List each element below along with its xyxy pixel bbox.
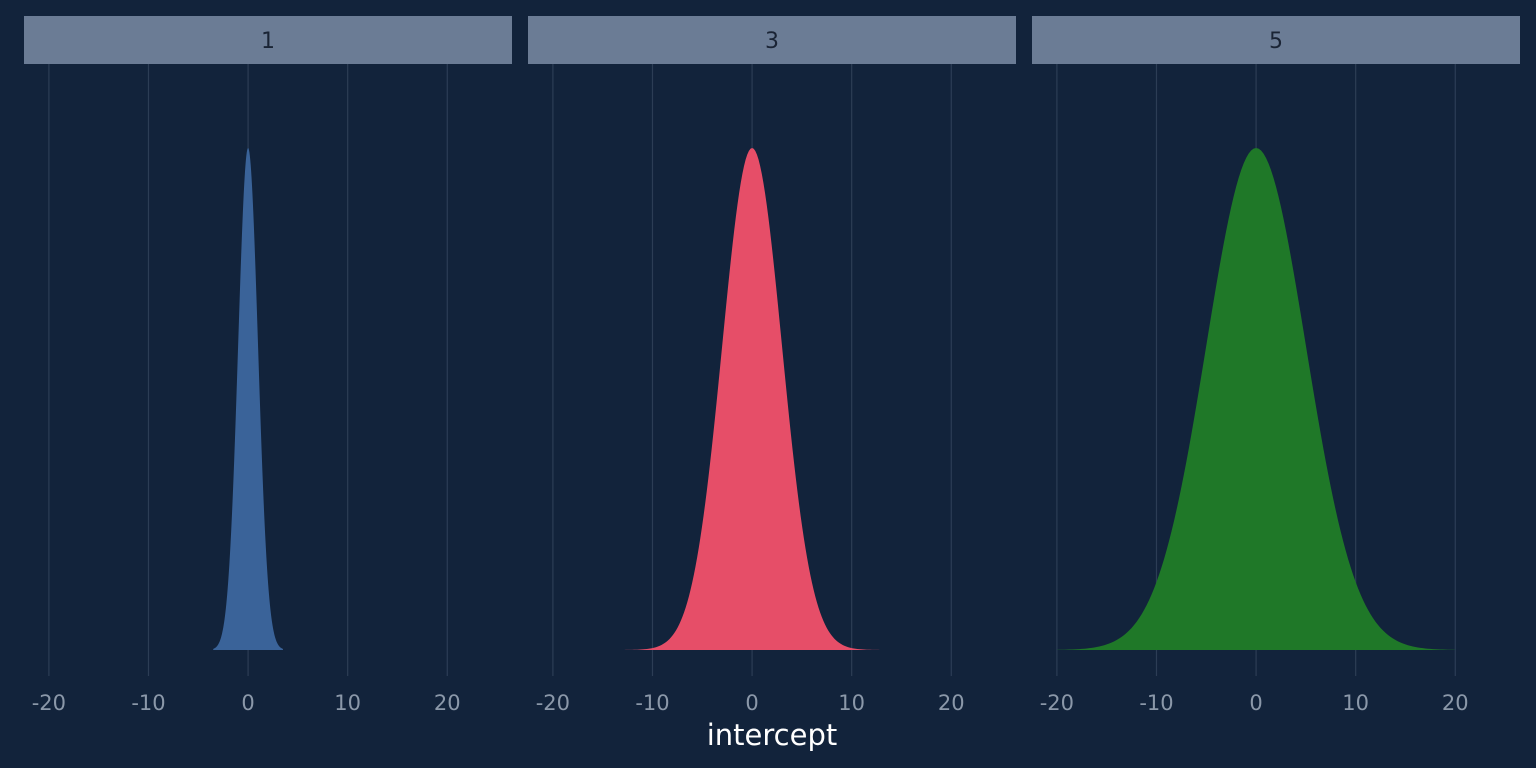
facet-panel-3: 3 -20 -10 0 10 20 [528, 16, 1016, 715]
facet-strip-label: 1 [261, 29, 275, 54]
density-area [1056, 148, 1456, 650]
facet-strip [24, 16, 512, 64]
facet-strip-label: 5 [1269, 29, 1283, 54]
density-area [213, 148, 283, 650]
x-tick-label: 0 [1249, 691, 1262, 715]
x-tick-label: -20 [32, 691, 66, 715]
x-tick-label: -10 [1139, 691, 1173, 715]
facet-strip [1032, 16, 1520, 64]
x-tick-label: -10 [635, 691, 669, 715]
x-tick-label: 0 [241, 691, 254, 715]
facet-panel-1: 1 -20 -10 0 10 20 [24, 16, 512, 715]
x-tick-label: 20 [1442, 691, 1469, 715]
facet-strip [528, 16, 1016, 64]
x-tick-label: -20 [1040, 691, 1074, 715]
x-tick-label: -10 [131, 691, 165, 715]
x-axis-label: intercept [707, 718, 838, 752]
x-tick-label: 10 [1342, 691, 1369, 715]
density-area [622, 148, 882, 650]
facet-strip-label: 3 [765, 29, 779, 54]
x-tick-label: 10 [334, 691, 361, 715]
x-tick-label: 20 [938, 691, 965, 715]
x-tick-label: 20 [434, 691, 461, 715]
x-tick-label: 0 [745, 691, 758, 715]
x-tick-label: -20 [536, 691, 570, 715]
x-tick-label: 10 [838, 691, 865, 715]
facet-panel-5: 5 -20 -10 0 10 20 [1032, 16, 1520, 715]
